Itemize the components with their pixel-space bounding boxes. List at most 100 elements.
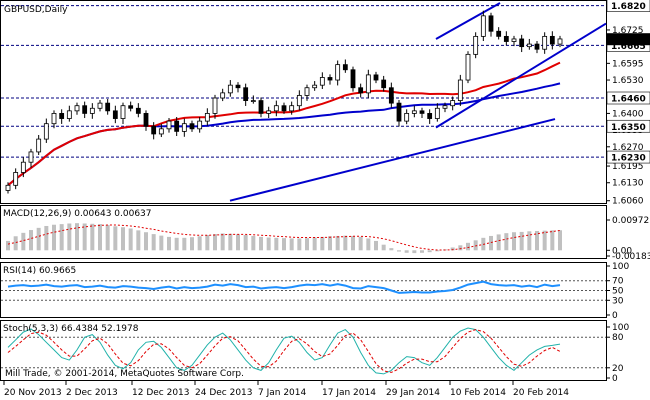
candle-body — [66, 110, 72, 119]
macd-histogram-bar — [36, 227, 41, 251]
candle-body — [74, 105, 80, 112]
macd-histogram-bar — [366, 238, 371, 251]
stoch-y-tick-label: 80 — [612, 333, 624, 343]
candle-body — [534, 43, 540, 50]
candle-body — [503, 35, 509, 42]
level-label-box — [606, 150, 650, 164]
macd-histogram-bar — [167, 236, 171, 251]
macd-histogram-bar — [450, 247, 455, 251]
axis-layer: 1.67251.66601.65951.65301.64651.64001.63… — [3, 0, 650, 398]
candle-body — [473, 35, 479, 55]
candle-body — [442, 105, 448, 109]
candle-body — [388, 87, 394, 104]
x-tick-label: 10 Feb 2014 — [450, 388, 506, 398]
macd-histogram-bar — [466, 242, 470, 251]
candle-body — [373, 74, 379, 81]
macd-histogram-bar — [527, 231, 532, 251]
macd-histogram-bar — [427, 250, 432, 253]
macd-histogram-bar — [320, 236, 325, 251]
macd-y-tick-label: 0.00972 — [612, 216, 649, 226]
price-panel-frame — [0, 0, 607, 204]
rsi-panel-frame — [0, 262, 607, 318]
macd-histogram-bar — [205, 235, 210, 251]
candle-body — [258, 100, 264, 114]
candle-body — [519, 38, 525, 48]
stoch-layer — [1, 327, 606, 375]
candle-body — [526, 43, 532, 48]
price-title: GBPUSD,Daily — [4, 5, 68, 15]
macd-histogram-bar — [351, 235, 355, 251]
candle-body — [411, 110, 417, 114]
macd-histogram-bar — [197, 236, 202, 251]
x-tick-label: 12 Dec 2013 — [132, 388, 190, 398]
macd-histogram-bar — [182, 237, 187, 251]
candle-body — [281, 105, 287, 112]
macd-histogram-bar — [496, 234, 501, 251]
macd-histogram-bar — [542, 230, 547, 251]
candle-body — [488, 15, 494, 32]
macd-histogram-bar — [151, 234, 156, 251]
macd-histogram-bar — [458, 245, 463, 251]
current-price-label: 1.6689 — [611, 36, 646, 46]
macd-histogram-bar — [343, 235, 348, 251]
macd-histogram-bar — [13, 236, 18, 251]
macd-histogram-bar — [535, 230, 539, 251]
macd-histogram-bar — [335, 235, 340, 251]
macd-histogram-bar — [404, 250, 409, 253]
candle-body — [350, 69, 356, 89]
macd-histogram-bar — [159, 235, 164, 251]
stoch-y-tick-label: 0 — [612, 374, 618, 384]
stoch-signal-line — [7, 329, 561, 373]
macd-histogram-bar — [420, 250, 424, 253]
macd-y-tick-label: -0.00183 — [612, 252, 650, 262]
price-y-tick-label: 1.6530 — [612, 76, 644, 86]
candle-body — [128, 105, 134, 109]
macd-histogram-bar — [75, 223, 79, 251]
macd-histogram-bar — [297, 238, 302, 251]
stoch-y-tick-label: 20 — [612, 364, 624, 374]
macd-histogram-bar — [243, 235, 248, 251]
candle-body — [13, 172, 19, 186]
macd-histogram-bar — [90, 223, 95, 251]
x-tick-label: 2 Dec 2013 — [66, 388, 118, 398]
candle-body — [434, 107, 440, 119]
candle-body — [43, 123, 49, 140]
level-label: 1.6350 — [611, 123, 646, 133]
channel-lower-line — [435, 22, 607, 129]
candle-body — [396, 102, 402, 122]
macd-histogram-bar — [29, 230, 33, 251]
candle-body — [404, 113, 410, 122]
macd-histogram-bar — [67, 223, 72, 251]
candle-body — [319, 77, 325, 86]
price-y-tick-label: 1.6270 — [612, 143, 644, 153]
candle-body — [557, 38, 563, 45]
macd-layer — [6, 223, 562, 254]
channel-upper-line — [435, 2, 501, 40]
candle-body — [312, 84, 318, 89]
macd-histogram-bar — [512, 232, 516, 251]
candle-body — [158, 128, 164, 135]
rsi-title: RSI(14) 60.9665 — [3, 266, 76, 276]
candle-body — [304, 87, 310, 96]
macd-histogram-bar — [328, 236, 332, 251]
macd-histogram-bar — [374, 240, 378, 251]
macd-histogram-bar — [59, 224, 64, 251]
macd-histogram-bar — [473, 240, 478, 251]
candle-body — [250, 100, 256, 102]
x-tick-label: 7 Jan 2014 — [258, 388, 306, 398]
macd-histogram-bar — [98, 224, 102, 251]
candle-body — [227, 84, 233, 94]
price-y-tick-label: 1.6060 — [612, 197, 644, 207]
candle-body — [174, 120, 180, 132]
candle-body — [496, 30, 502, 37]
candle-body — [135, 107, 141, 114]
candle-body — [112, 110, 118, 119]
stoch-panel-frame — [0, 320, 607, 381]
macd-histogram-bar — [144, 232, 148, 251]
macd-title: MACD(12,26,9) 0.00643 0.00637 — [3, 209, 152, 219]
candle-body — [204, 113, 210, 122]
level-label: 1.6665 — [611, 42, 646, 52]
macd-histogram-bar — [412, 250, 417, 254]
candle-body — [82, 105, 88, 114]
price-y-tick-label: 1.6130 — [612, 179, 644, 189]
